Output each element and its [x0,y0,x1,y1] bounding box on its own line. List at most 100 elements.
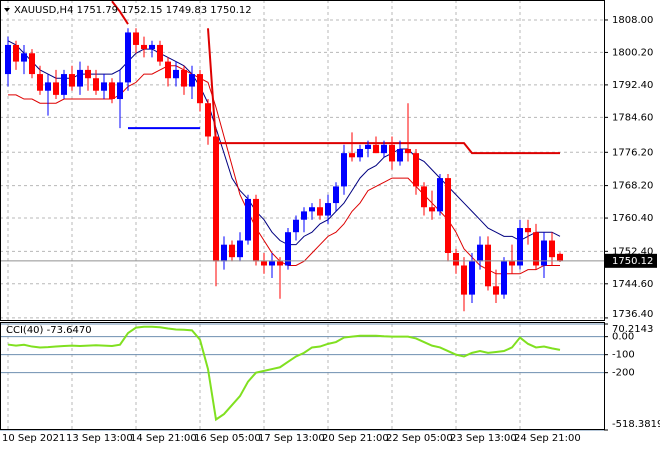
current-price-box [605,253,657,268]
candle-body [141,44,147,50]
candle-body [221,244,227,262]
candle-body [285,232,291,266]
low: 1749.83 [166,5,207,16]
candle-body [45,82,51,91]
cci-title: CCI(40) -73.6470 [6,325,92,336]
x-tick-label: 16 Sep 05:00 [194,433,261,444]
header-arrow [4,8,10,12]
candle-body [245,198,251,241]
candle-body [357,148,363,158]
y-tick-label: 1768.20 [612,181,653,192]
candle-body [213,136,219,262]
y-tick-label: -100 [612,350,635,361]
candle-body [69,74,75,87]
y-tick-label: 1760.40 [612,213,653,224]
y-tick-label: 1776.20 [612,147,653,158]
plot-layer [0,0,604,431]
y-tick-label: 1784.60 [612,112,653,123]
candle-body [269,261,275,266]
x-tick-label: 23 Sep 13:00 [450,433,517,444]
candle-body [197,74,203,104]
candle-body [453,253,459,266]
overlay-line [8,65,560,275]
candle-body [253,198,259,262]
candle-body [469,261,475,295]
candle-body [429,207,435,212]
candle-body [157,44,163,62]
candle-body [381,144,387,154]
candle-body [445,178,451,254]
candle-body [29,53,35,75]
open: 1751.79 [77,5,118,16]
x-tick-label: 14 Sep 21:00 [130,433,197,444]
x-tick-label: 20 Sep 21:00 [322,433,389,444]
candle-body [493,286,499,295]
candle-body [533,232,539,266]
candle-body [461,265,467,295]
candle-body [5,44,11,75]
candle-body [37,74,43,91]
x-tick-label: 17 Sep 13:00 [258,433,325,444]
x-tick-label: 13 Sep 13:00 [66,433,133,444]
cci-line [7,325,561,422]
candle-body [365,144,371,149]
y-tick-label: 70.2143 [612,324,653,335]
close: 1750.12 [210,5,251,16]
candle-body [541,240,547,266]
candle-body [549,240,555,258]
candle-body [509,261,515,266]
candle-body [189,74,195,87]
candle-body [229,244,235,258]
y-tick-label: 1808.00 [612,15,653,26]
y-tick-label: -518.3819 [612,419,660,430]
candle-body [373,144,379,154]
candle-body [125,32,131,83]
candle-body [61,74,67,95]
candle-body [261,261,267,266]
cci-panel-border [0,322,605,430]
y-tick-label: -200 [612,368,635,379]
candle-body [437,178,443,212]
high: 1752.15 [121,5,162,16]
candle-body [349,153,355,158]
candle-body [517,228,523,266]
candle-body [101,82,107,91]
candle-body [149,44,155,50]
candle-body [173,69,179,79]
candle-body [397,148,403,162]
overlay-line [111,0,129,25]
candle-body [53,82,59,95]
candle-body [485,244,491,287]
candle-body [181,69,187,87]
x-tick-label: 10 Sep 2021 [2,433,65,444]
candle-body [333,186,339,204]
header: XAUUSD,H4 1751.79 1752.15 1749.83 1750.1… [14,5,252,16]
candle-body [389,144,395,162]
candle-body [93,78,99,91]
y-tick-label: 1744.60 [612,279,653,290]
current-price-label: 1750.12 [612,256,653,267]
candle-body [525,228,531,233]
candle-body [309,207,315,212]
y-tick-label: 1752.40 [612,246,653,257]
candle-body [325,203,331,216]
candle-body [405,148,411,154]
candle-body [413,153,419,187]
candle-body [165,61,171,79]
candle-body [501,261,507,295]
candle-body [477,244,483,262]
candle-body [85,69,91,79]
candle-body [421,186,427,208]
candle-body [205,103,211,137]
y-tick-label: 1800.20 [612,47,653,58]
y-tick-label: 1792.40 [612,80,653,91]
y-tick-label: 1736.40 [612,309,653,320]
x-tick-label: 22 Sep 05:00 [386,433,453,444]
candle-body [237,240,243,258]
candle-body [109,82,115,100]
main-panel-border [0,0,605,321]
symbol: XAUUSD,H4 [14,5,73,16]
candle-body [341,153,347,187]
